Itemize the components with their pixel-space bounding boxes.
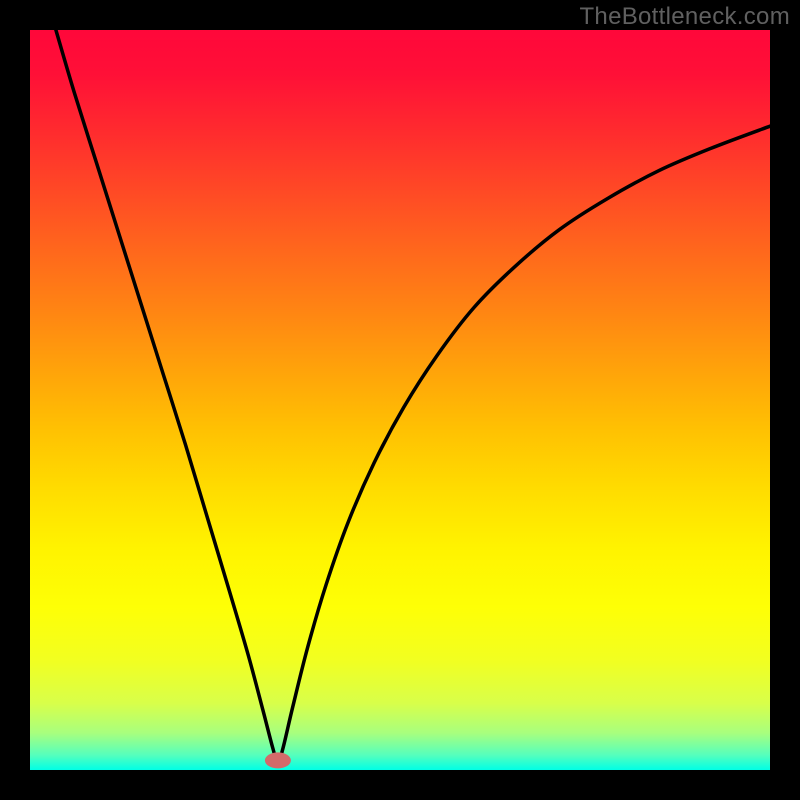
- watermark-text: TheBottleneck.com: [579, 3, 790, 31]
- minimum-marker: [265, 752, 291, 768]
- bottleneck-chart: [30, 30, 770, 770]
- gradient-background: [30, 30, 770, 770]
